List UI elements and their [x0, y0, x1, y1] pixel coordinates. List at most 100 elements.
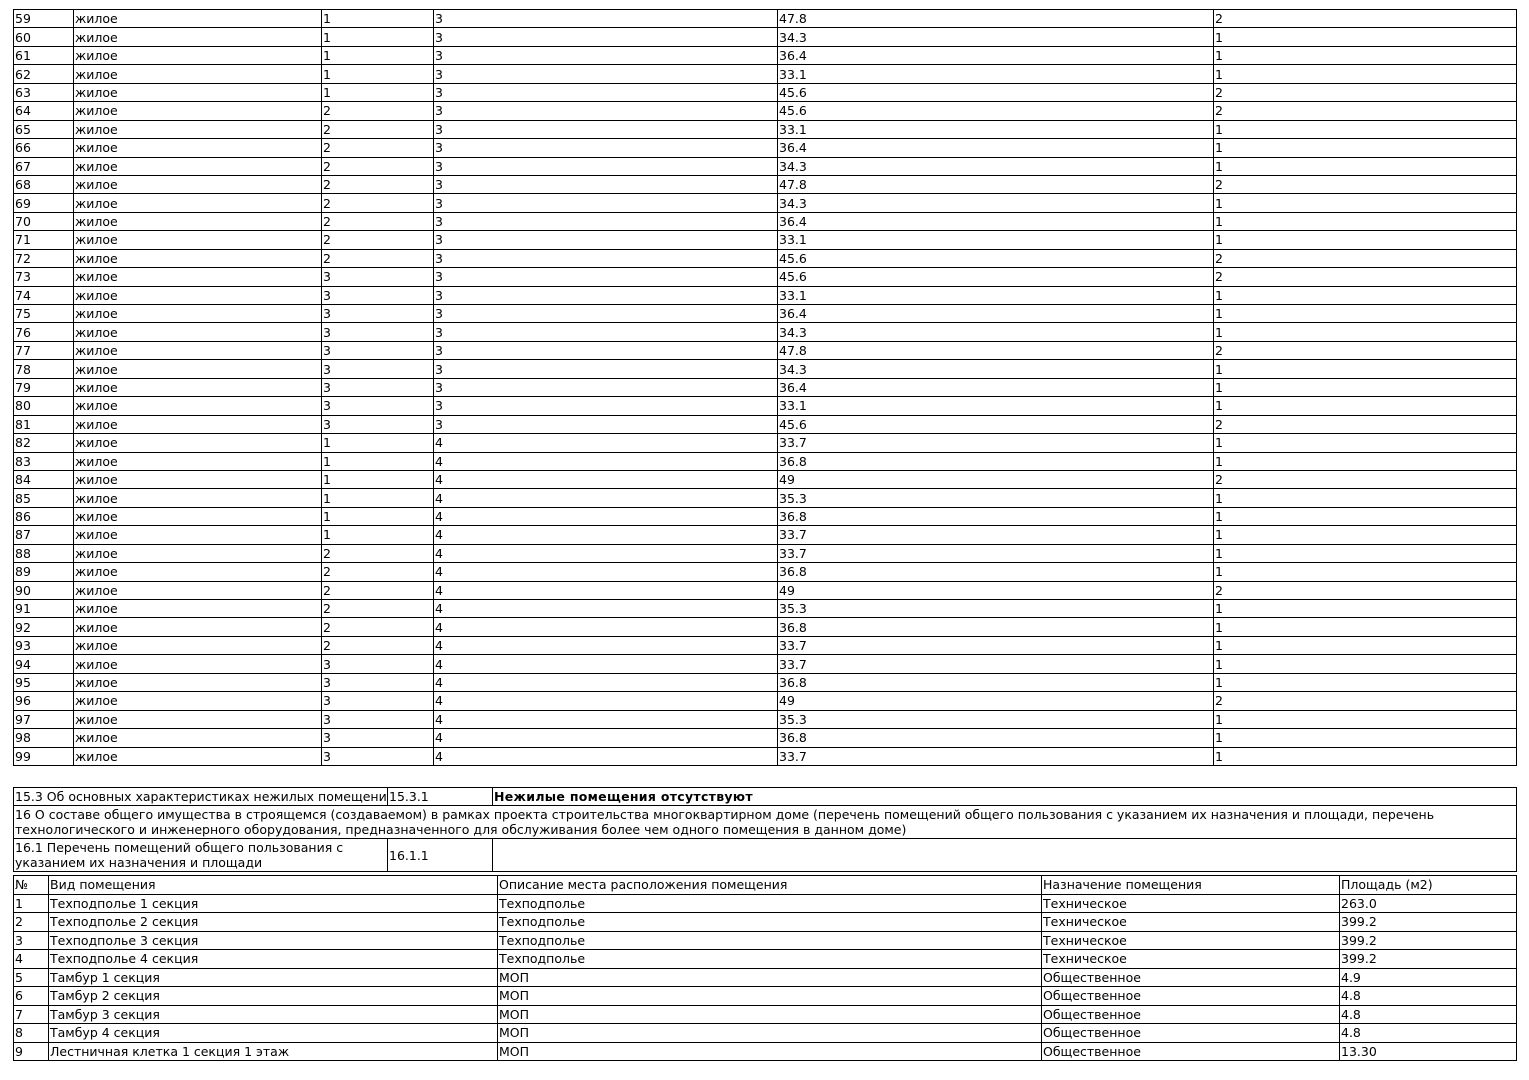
cell-floor: 4 — [433, 672, 778, 693]
cell-section: 1 — [321, 525, 434, 545]
table-row: 3 Техподполье 3 секция Техподполье Техничес… — [13, 930, 1517, 950]
cell-rooms: 1 — [1213, 598, 1517, 619]
cell-number: 71 — [13, 230, 74, 250]
table-row: 83 жилое 1 4 36.8 1 — [13, 451, 1517, 471]
cell-rooms: 1 — [1213, 488, 1517, 508]
table-row: 79 жилое 3 3 36.4 1 — [13, 377, 1517, 398]
cell-floor: 3 — [433, 267, 778, 287]
cell-area: 4.8 — [1339, 1023, 1517, 1043]
cell-number: 1 — [13, 893, 49, 913]
cell-rooms: 1 — [1213, 396, 1517, 416]
cell-area: 36.8 — [777, 562, 1214, 582]
cell-purpose: Техническое — [1041, 912, 1340, 932]
common-rooms-table: № Вид помещения Описание места расположени… — [13, 875, 1517, 1061]
cell-rooms: 2 — [1213, 174, 1517, 195]
table-row: 81 жилое 3 3 45.6 2 — [13, 414, 1517, 435]
table-header-row: № Вид помещения Описание места расположени… — [13, 875, 1517, 895]
cell-rooms: 1 — [1213, 27, 1517, 47]
cell-area: 47.8 — [777, 340, 1214, 361]
cell-type: жилое — [73, 174, 322, 195]
cell-location: МОП — [497, 1041, 1042, 1061]
cell-area: 34.3 — [777, 27, 1214, 47]
cell-area: 4.9 — [1339, 967, 1517, 987]
table-row: 75 жилое 3 3 36.4 1 — [13, 303, 1517, 324]
cell-section: 3 — [321, 672, 434, 693]
cell-rooms: 1 — [1213, 433, 1517, 453]
cell-area: 13.30 — [1339, 1041, 1517, 1061]
cell-number: 77 — [13, 340, 74, 361]
cell-section: 2 — [321, 562, 434, 582]
cell-number: 6 — [13, 986, 49, 1006]
cell-rooms: 1 — [1213, 303, 1517, 324]
cell-type: жилое — [73, 8, 322, 29]
cell-area: 36.8 — [777, 672, 1214, 693]
table-row: 96 жилое 3 4 49 2 — [13, 691, 1517, 711]
cell-number: 3 — [13, 930, 49, 950]
cell-type: жилое — [73, 82, 322, 103]
cell-rooms: 1 — [1213, 506, 1517, 527]
section-15-3-row: 15.3 Об основных характеристиках нежилых… — [13, 787, 1517, 806]
section-16-row: 16 О составе общего имущества в строящем… — [13, 805, 1517, 839]
cell-number: 7 — [13, 1004, 49, 1024]
cell-section: 3 — [321, 691, 434, 711]
cell-number: 73 — [13, 267, 74, 287]
cell-area: 33.7 — [777, 746, 1214, 766]
cell-floor: 4 — [433, 654, 778, 674]
cell-section: 2 — [321, 211, 434, 232]
cell-number: 63 — [13, 82, 74, 103]
cell-location: Техподполье — [497, 930, 1042, 950]
cell-number: 92 — [13, 617, 74, 637]
cell-section: 1 — [321, 82, 434, 103]
cell-rooms: 1 — [1213, 617, 1517, 637]
cell-rooms: 2 — [1213, 469, 1517, 490]
cell-type: жилое — [73, 322, 322, 342]
cell-type: жилое — [73, 138, 322, 158]
cell-rooms: 1 — [1213, 635, 1517, 656]
table-row: 63 жилое 1 3 45.6 2 — [13, 82, 1517, 103]
cell-room-type: Техподполье 2 секция — [48, 912, 498, 932]
cell-area: 45.6 — [777, 267, 1214, 287]
cell-floor: 3 — [433, 64, 778, 84]
table-row: 66 жилое 2 3 36.4 1 — [13, 138, 1517, 158]
cell-area: 34.3 — [777, 156, 1214, 176]
cell-section: 1 — [321, 469, 434, 490]
cell-area: 36.4 — [777, 211, 1214, 232]
cell-location: МОП — [497, 967, 1042, 987]
cell-area: 33.1 — [777, 230, 1214, 250]
cell-floor: 3 — [433, 8, 778, 29]
cell-section: 2 — [321, 119, 434, 140]
cell-type: жилое — [73, 396, 322, 416]
cell-location: Техподполье — [497, 912, 1042, 932]
cell-area: 49 — [777, 469, 1214, 490]
cell-floor: 3 — [433, 248, 778, 269]
cell-floor: 3 — [433, 322, 778, 342]
cell-number: 78 — [13, 359, 74, 379]
cell-area: 33.7 — [777, 543, 1214, 564]
table-row: 90 жилое 2 4 49 2 — [13, 580, 1517, 601]
cell-type: жилое — [73, 340, 322, 361]
cell-area: 33.1 — [777, 119, 1214, 140]
cell-area: 33.1 — [777, 285, 1214, 306]
cell-rooms: 1 — [1213, 119, 1517, 140]
cell-type: жилое — [73, 580, 322, 601]
cell-type: жилое — [73, 543, 322, 564]
cell-type: жилое — [73, 746, 322, 766]
cell-rooms: 1 — [1213, 156, 1517, 176]
cell-floor: 4 — [433, 728, 778, 748]
cell-rooms: 2 — [1213, 248, 1517, 269]
cell-room-type: Лестничная клетка 1 секция 1 этаж — [48, 1041, 498, 1061]
header-purpose: Назначение помещения — [1041, 875, 1340, 895]
cell-area: 45.6 — [777, 414, 1214, 435]
cell-area: 399.2 — [1339, 930, 1517, 950]
cell-area: 33.7 — [777, 635, 1214, 656]
cell-floor: 3 — [433, 377, 778, 398]
cell-section: 2 — [321, 174, 434, 195]
cell-area: 399.2 — [1339, 912, 1517, 932]
table-row: 71 жилое 2 3 33.1 1 — [13, 230, 1517, 250]
cell-rooms: 1 — [1213, 672, 1517, 693]
cell-section: 2 — [321, 230, 434, 250]
cell-type: жилое — [73, 377, 322, 398]
cell-area: 47.8 — [777, 174, 1214, 195]
cell-section: 3 — [321, 746, 434, 766]
table-row: 84 жилое 1 4 49 2 — [13, 469, 1517, 490]
